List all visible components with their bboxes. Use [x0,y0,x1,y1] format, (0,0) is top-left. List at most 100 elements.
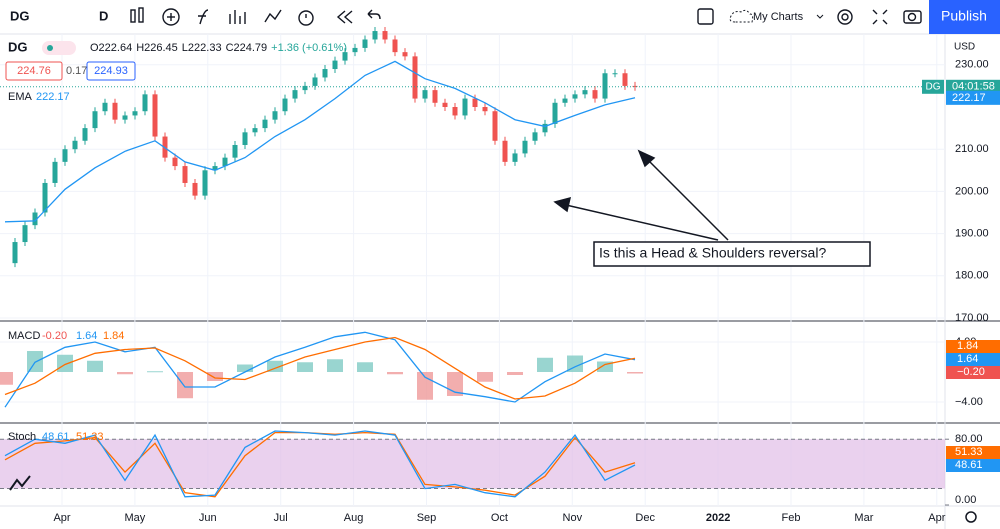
candle-body [82,128,88,141]
candle-body [352,47,358,53]
x-tick-label: Sep [417,512,437,524]
histogram-bar [567,355,583,372]
stoch-band [0,439,945,489]
x-tick-label: Apr [53,512,70,524]
histogram-bar [117,372,133,375]
ema-line [4,60,636,223]
candle-body [92,111,98,129]
candle-body [242,132,248,145]
x-tick-label: Mar [854,512,873,524]
candle-body [272,111,278,120]
candle-body [462,98,468,116]
x-tick-label: Jul [274,512,288,524]
cloud-icon[interactable] [729,9,754,23]
stoch-d-value: 51.33 [76,431,104,443]
bid[interactable]: 224.76 [17,65,51,77]
candle-body [622,73,628,86]
x-tick-label: May [125,512,146,524]
stoch-k-value: 48.61 [42,431,70,443]
stoch-tag-box [946,446,1000,459]
symbol-button[interactable]: DG [10,8,30,23]
candle-body [632,85,638,87]
bid-box[interactable] [5,61,63,81]
candle-body [492,111,498,141]
candle-body [612,73,618,75]
candle-body [12,242,18,264]
candle-body [582,90,588,95]
candle-body [542,123,548,133]
histogram-bar [207,372,223,381]
annotation-text: Is this a Head & Shoulders reversal? [599,245,826,261]
y-tick-label: 170.00 [955,312,989,324]
candle-body [382,31,388,40]
badge-time: 04:01:58 [952,81,995,93]
badge [922,79,944,94]
ohlc-value: +1.36 (+0.61%) [271,42,347,54]
interval-button[interactable]: D [99,8,108,23]
candle-body [302,85,308,91]
toolbar-icons[interactable] [130,7,922,26]
histogram-bar [417,372,433,400]
macd-tag: 1.64 [957,353,978,365]
candle-body [372,31,378,40]
publish-button[interactable] [929,0,1000,34]
candle-body [402,52,408,57]
ema-value: 222.17 [36,91,70,103]
dropdown-arrow [816,14,824,19]
histogram-bar [297,362,313,372]
candle-body [22,225,28,243]
status-dot [47,45,53,51]
currency[interactable]: USD [954,42,975,53]
y-tick-label: 230.00 [955,59,989,71]
legend-badge [42,41,76,55]
stoch-tag-box [946,459,1000,472]
candle-body [152,94,158,137]
ask[interactable]: 224.93 [94,65,128,77]
x-tick-label: Jun [199,512,217,524]
histogram-bar [357,362,373,372]
candle-body [562,98,568,103]
macd-tag: 1.84 [957,340,978,352]
spread: 0.17 [66,65,87,77]
candle-body [522,140,528,154]
candle-body [202,170,208,196]
candle-body [342,52,348,61]
candle-body [142,94,148,112]
candle-body [112,102,118,120]
candle-body [312,77,318,86]
publish-label[interactable]: Publish [941,8,987,24]
candle-body [282,98,288,112]
macd-tag: −0.20 [957,366,985,378]
candle-body [422,90,428,99]
candle-body [132,111,138,116]
stoch-name: Stoch [8,431,36,443]
candle-body [412,56,418,99]
settings-gear[interactable] [965,511,977,523]
macd-hist-value: -0.20 [42,330,67,342]
candle-body [472,98,478,108]
stoch-tag: 51.33 [955,446,983,458]
candle-body [482,107,488,112]
histogram-bar [507,372,523,375]
candle-body [332,60,338,70]
macd-signal-value: 1.84 [103,330,124,342]
x-tick-label: Apr [928,512,945,524]
y-tick-label: 190.00 [955,228,989,240]
ohlc-value: L222.33 [182,42,222,54]
tv-logo [9,475,31,491]
ema-name: EMA [8,91,33,103]
x-tick-label: 2022 [706,512,730,524]
candle-body [572,94,578,99]
ask-box[interactable] [86,61,136,81]
signal-line [4,336,636,400]
annotation-box [593,241,871,267]
candle-body [252,128,258,133]
candle-body [362,39,368,48]
histogram-bar [57,354,73,372]
candle-body [52,161,58,183]
layout-button[interactable]: My Charts [753,11,804,23]
candle-body [262,119,268,129]
histogram-bar [597,361,613,372]
ema-tag: 222.17 [952,92,986,104]
